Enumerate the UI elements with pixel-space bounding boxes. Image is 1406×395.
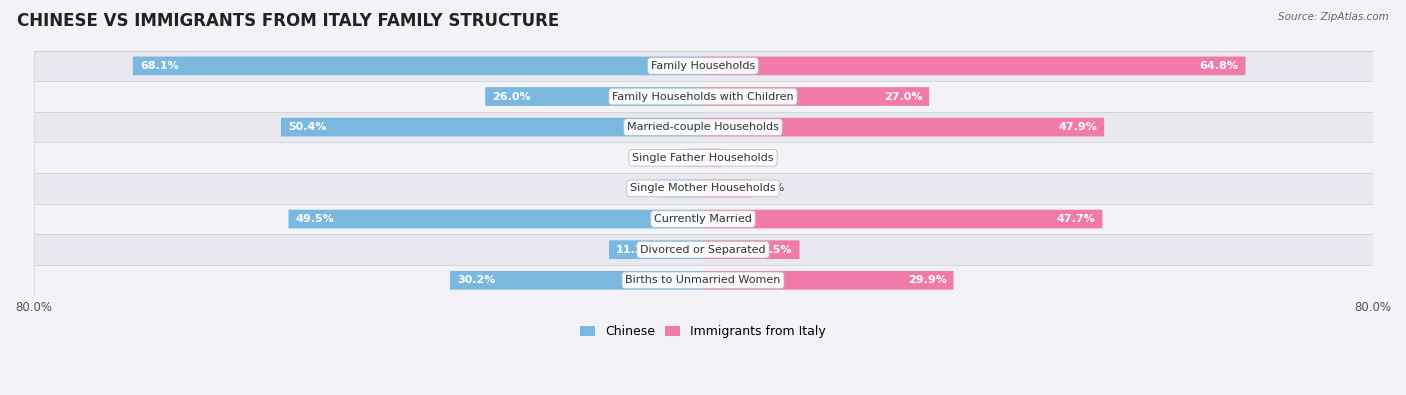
- Bar: [34, 81, 1372, 112]
- Text: 27.0%: 27.0%: [884, 92, 922, 102]
- Text: Married-couple Households: Married-couple Households: [627, 122, 779, 132]
- Text: CHINESE VS IMMIGRANTS FROM ITALY FAMILY STRUCTURE: CHINESE VS IMMIGRANTS FROM ITALY FAMILY …: [17, 12, 560, 30]
- FancyBboxPatch shape: [703, 210, 1102, 228]
- FancyBboxPatch shape: [609, 240, 703, 259]
- Text: 47.7%: 47.7%: [1057, 214, 1095, 224]
- Text: 64.8%: 64.8%: [1199, 61, 1239, 71]
- FancyBboxPatch shape: [485, 87, 703, 106]
- Text: 2.1%: 2.1%: [724, 153, 754, 163]
- Bar: [34, 143, 1372, 173]
- Text: Currently Married: Currently Married: [654, 214, 752, 224]
- FancyBboxPatch shape: [703, 149, 721, 167]
- Text: 11.2%: 11.2%: [616, 245, 655, 255]
- Text: 5.8%: 5.8%: [755, 183, 785, 194]
- Text: 11.5%: 11.5%: [754, 245, 793, 255]
- Text: 26.0%: 26.0%: [492, 92, 530, 102]
- Bar: [34, 173, 1372, 204]
- FancyBboxPatch shape: [703, 179, 752, 198]
- Bar: [34, 51, 1372, 81]
- Text: Divorced or Separated: Divorced or Separated: [640, 245, 766, 255]
- FancyBboxPatch shape: [281, 118, 703, 137]
- Text: 68.1%: 68.1%: [139, 61, 179, 71]
- Text: Single Mother Households: Single Mother Households: [630, 183, 776, 194]
- Text: Family Households with Children: Family Households with Children: [612, 92, 794, 102]
- Bar: [34, 112, 1372, 143]
- Text: 2.0%: 2.0%: [654, 153, 682, 163]
- FancyBboxPatch shape: [703, 56, 1246, 75]
- Text: 47.9%: 47.9%: [1059, 122, 1097, 132]
- Bar: [34, 204, 1372, 234]
- FancyBboxPatch shape: [703, 118, 1104, 137]
- FancyBboxPatch shape: [686, 149, 703, 167]
- Text: Family Households: Family Households: [651, 61, 755, 71]
- Text: 29.9%: 29.9%: [908, 275, 946, 285]
- Text: Single Father Households: Single Father Households: [633, 153, 773, 163]
- FancyBboxPatch shape: [703, 87, 929, 106]
- FancyBboxPatch shape: [450, 271, 703, 290]
- FancyBboxPatch shape: [288, 210, 703, 228]
- Legend: Chinese, Immigrants from Italy: Chinese, Immigrants from Italy: [575, 320, 831, 343]
- FancyBboxPatch shape: [659, 179, 703, 198]
- Text: 49.5%: 49.5%: [295, 214, 335, 224]
- Text: 50.4%: 50.4%: [288, 122, 326, 132]
- Text: Source: ZipAtlas.com: Source: ZipAtlas.com: [1278, 12, 1389, 22]
- Text: 30.2%: 30.2%: [457, 275, 495, 285]
- Text: 5.2%: 5.2%: [627, 183, 655, 194]
- FancyBboxPatch shape: [703, 271, 953, 290]
- FancyBboxPatch shape: [132, 56, 703, 75]
- Text: Births to Unmarried Women: Births to Unmarried Women: [626, 275, 780, 285]
- FancyBboxPatch shape: [703, 240, 800, 259]
- Bar: [34, 265, 1372, 295]
- Bar: [34, 234, 1372, 265]
